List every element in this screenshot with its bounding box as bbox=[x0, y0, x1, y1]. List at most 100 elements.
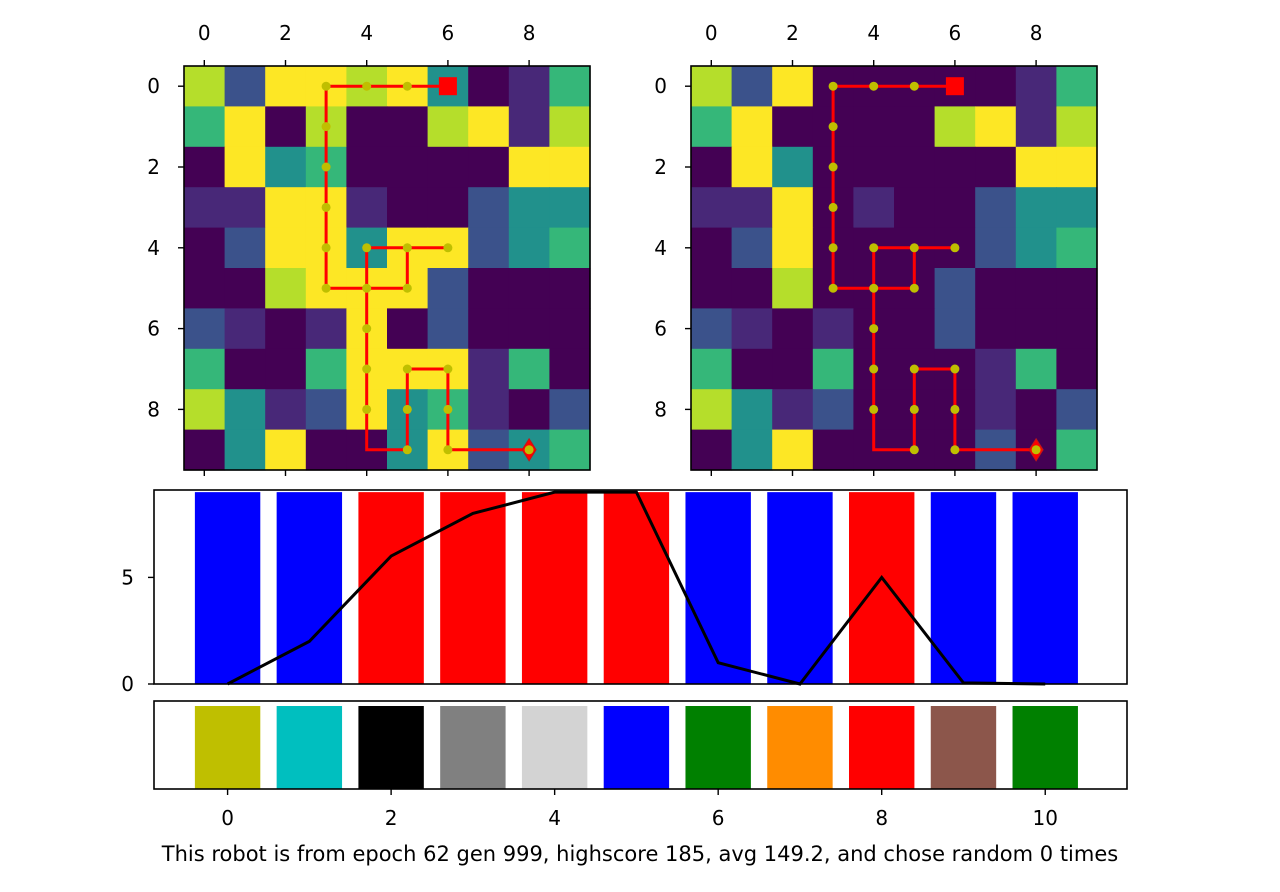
heatmap-cell bbox=[731, 429, 773, 471]
path-dot bbox=[869, 404, 879, 414]
heatmap-cell bbox=[894, 187, 936, 229]
heatmap-cell bbox=[265, 106, 307, 148]
figure-caption: This robot is from epoch 62 gen 999, hig… bbox=[161, 842, 1119, 866]
heatmap-cell bbox=[305, 389, 347, 431]
heatmap-cell bbox=[468, 227, 510, 269]
heatmap-cell bbox=[975, 389, 1017, 431]
x-tick-label: 2 bbox=[786, 21, 799, 45]
heatmap-cell bbox=[265, 429, 307, 471]
heatmap-cell bbox=[265, 348, 307, 390]
heatmap-cell bbox=[508, 66, 550, 107]
heatmap-cell bbox=[1056, 66, 1098, 107]
x-tick-label: 8 bbox=[523, 21, 536, 45]
heatmap-cell bbox=[184, 389, 226, 431]
heatmap-cell bbox=[1056, 429, 1098, 471]
heatmap-cell bbox=[731, 106, 773, 148]
heatmap-cell bbox=[894, 106, 936, 148]
heatmap-cell bbox=[1056, 308, 1098, 350]
heatmap-cell bbox=[894, 308, 936, 350]
color-bar bbox=[685, 706, 751, 789]
path-dot bbox=[402, 283, 412, 293]
heatmap-cell bbox=[508, 268, 550, 309]
heatmap-cell bbox=[975, 66, 1017, 107]
heatmap-cell bbox=[305, 308, 347, 350]
heatmap-cell bbox=[549, 308, 591, 350]
x-tick-label: 4 bbox=[867, 21, 880, 45]
action-bar bbox=[1012, 492, 1078, 684]
heatmap-cell bbox=[224, 348, 266, 390]
heatmap-cell bbox=[812, 308, 854, 350]
heatmap-cell bbox=[468, 308, 510, 350]
heatmap-cell bbox=[1015, 308, 1057, 350]
color-bar bbox=[521, 706, 588, 789]
heatmap-cell bbox=[468, 348, 510, 390]
path-dot bbox=[828, 243, 838, 253]
heatmap-cell bbox=[508, 187, 550, 229]
x-tick-label: 8 bbox=[1030, 21, 1043, 45]
color-bar-frame bbox=[153, 700, 1128, 790]
heatmap-cell bbox=[346, 106, 388, 148]
score-line bbox=[226, 490, 1046, 686]
path-dot bbox=[321, 283, 331, 293]
action-bar bbox=[767, 492, 833, 684]
path-dot bbox=[402, 364, 412, 374]
heatmap-cell bbox=[691, 106, 733, 148]
path-dot bbox=[909, 445, 919, 455]
heatmap-frame bbox=[183, 65, 591, 471]
heatmap-cell bbox=[224, 106, 266, 148]
heatmap-cell bbox=[934, 106, 976, 148]
path-dot bbox=[362, 283, 372, 293]
path-dot bbox=[443, 404, 453, 414]
heatmap-cell bbox=[772, 429, 814, 471]
path-dot bbox=[362, 81, 372, 91]
heatmap-cell bbox=[224, 66, 266, 107]
path-dot bbox=[950, 404, 960, 414]
path-dot bbox=[402, 243, 412, 253]
heatmap-cell bbox=[1015, 268, 1057, 309]
y-tick-label: 2 bbox=[654, 155, 667, 179]
heatmap-cell bbox=[934, 187, 976, 229]
heatmap-cell bbox=[691, 389, 733, 431]
heatmap-cell bbox=[772, 389, 814, 431]
heatmap-cell bbox=[549, 187, 591, 229]
heatmap-cell bbox=[731, 268, 773, 309]
path-dot bbox=[321, 81, 331, 91]
heatmap-cell bbox=[224, 308, 266, 350]
path-dot bbox=[909, 81, 919, 91]
heatmap-cell bbox=[224, 268, 266, 309]
x-tick-label: 6 bbox=[949, 21, 962, 45]
y-tick-label: 8 bbox=[654, 397, 667, 421]
y-tick-label: 2 bbox=[147, 155, 160, 179]
color-bar bbox=[276, 706, 343, 789]
action-bar-panel: 05 bbox=[121, 489, 1128, 696]
heatmap-cell bbox=[894, 146, 936, 188]
heatmap-cell bbox=[468, 187, 510, 229]
heatmap-cell bbox=[549, 106, 591, 148]
heatmap-cell bbox=[853, 187, 895, 229]
heatmap-cell bbox=[1015, 389, 1057, 431]
bar-frame bbox=[153, 489, 1128, 685]
y-tick-label: 8 bbox=[147, 397, 160, 421]
path-dot bbox=[869, 324, 879, 334]
heatmap-cell bbox=[427, 268, 469, 309]
action-bar bbox=[603, 492, 670, 684]
heatmap-cell bbox=[265, 268, 307, 309]
heatmap-cell bbox=[549, 268, 591, 309]
x-tick-label: 4 bbox=[548, 806, 561, 830]
heatmap-cell bbox=[772, 187, 814, 229]
heatmap-cell bbox=[265, 227, 307, 269]
color-bar bbox=[194, 706, 261, 789]
end-dot bbox=[1031, 445, 1041, 455]
heatmap-cell bbox=[305, 348, 347, 390]
y-tick-label: 4 bbox=[147, 236, 160, 260]
path-dot bbox=[362, 324, 372, 334]
heatmap-cell bbox=[691, 308, 733, 350]
heatmap-cell bbox=[346, 146, 388, 188]
heatmap-cell bbox=[934, 308, 976, 350]
path-dot bbox=[443, 364, 453, 374]
heatmap-cell bbox=[1056, 348, 1098, 390]
path-dot bbox=[321, 122, 331, 132]
heatmap-cell bbox=[1056, 389, 1098, 431]
heatmap-cell bbox=[184, 146, 226, 188]
heatmap-cell bbox=[1015, 66, 1057, 107]
